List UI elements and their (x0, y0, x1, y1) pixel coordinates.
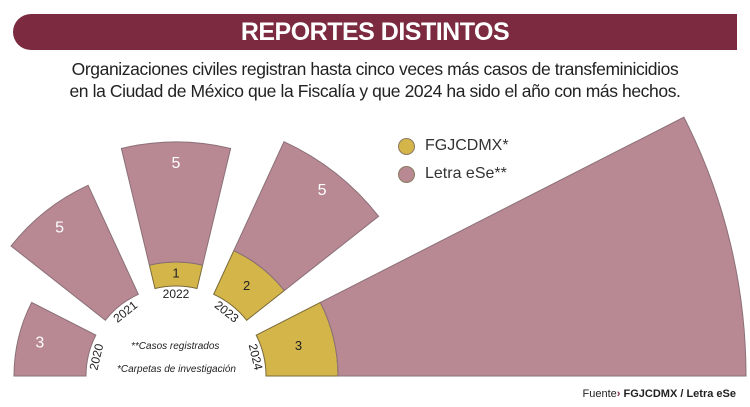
legend-label: Letra eSe** (425, 165, 507, 182)
subtitle-line-1: Organizaciones civiles registran hasta c… (71, 59, 679, 79)
bar-segment (10, 184, 139, 321)
bar-segment (120, 141, 232, 266)
chart-label: 5 (172, 155, 181, 172)
chart-label: 5 (318, 182, 327, 199)
subtitle-line-2: en la Ciudad de México que la Fiscalía y… (69, 81, 681, 101)
legend-item-fgjcdmx: FGJCDMX* (398, 132, 509, 160)
title-banner: REPORTES DISTINTOS (13, 14, 737, 50)
note-casos: **Casos registrados (131, 341, 220, 352)
bar-segment (233, 141, 380, 292)
chart-label: 5 (55, 220, 64, 237)
legend-dot-icon (398, 165, 415, 183)
chart-label: 3 (35, 335, 44, 352)
chart-label: 2 (243, 278, 250, 293)
legend-dot-icon (398, 137, 415, 155)
chart-title: REPORTES DISTINTOS (240, 17, 510, 46)
chart-label: 2020 (87, 342, 107, 372)
chart-label: 2022 (163, 287, 190, 301)
chart-subtitle: Organizaciones civiles registran hasta c… (0, 58, 750, 102)
source-prefix: Fuente (582, 388, 617, 400)
bar-segment (319, 116, 747, 377)
legend: FGJCDMX* Letra eSe** (398, 132, 509, 188)
chart-label: 2024 (246, 342, 266, 372)
chart-label: 3 (295, 338, 302, 353)
legend-item-letra-ese: Letra eSe** (398, 160, 509, 188)
source: Fuente› FGJCDMX / Letra eSe (582, 388, 736, 400)
chart-label: 1 (172, 265, 179, 280)
legend-label: FGJCDMX* (425, 137, 509, 154)
note-carpetas: *Carpetas de investigación (117, 364, 236, 375)
source-text: FGJCDMX / Letra eSe (623, 388, 736, 400)
bar-segment (13, 301, 97, 377)
